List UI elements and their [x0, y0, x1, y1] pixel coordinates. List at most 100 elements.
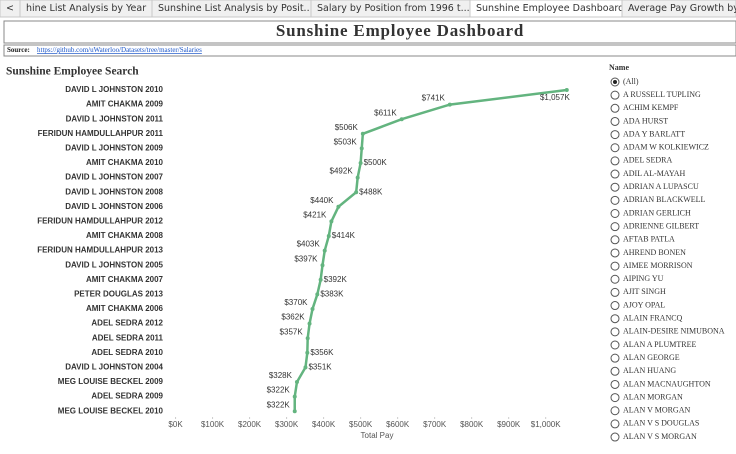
filter-option[interactable]: ADIL AL-MAYAH	[623, 169, 686, 178]
x-tick-label: $500K	[349, 420, 373, 429]
point[interactable]	[399, 117, 404, 122]
point[interactable]	[359, 146, 364, 151]
filter-option[interactable]: ADRIAN GERLICH	[623, 208, 691, 217]
point[interactable]	[355, 175, 360, 180]
row-label: DAVID L JOHNSTON 2009	[65, 144, 163, 153]
filter-option[interactable]: ACHIM KEMPF	[623, 103, 679, 112]
point[interactable]	[305, 336, 310, 341]
value-label: $351K	[308, 363, 332, 372]
filter-option[interactable]: ALAIN FRANCQ	[623, 314, 683, 323]
filter-option[interactable]: ALAN V S DOUGLAS	[623, 419, 699, 428]
filter-option[interactable]: ADRIAN A LUPASCU	[623, 182, 699, 191]
radio[interactable]	[610, 130, 620, 140]
point[interactable]	[294, 380, 299, 384]
radio[interactable]	[610, 432, 620, 442]
radio[interactable]	[610, 235, 620, 245]
radio[interactable]	[610, 327, 620, 337]
radio[interactable]	[610, 195, 620, 205]
point[interactable]	[307, 321, 312, 326]
filter-option[interactable]: ALAN GEORGE	[623, 353, 680, 362]
point[interactable]	[320, 263, 325, 268]
filter-option[interactable]: ALAN MORGAN	[623, 392, 683, 401]
radio[interactable]	[610, 209, 620, 218]
tab-label[interactable]: Sunshine Employee Dashboard	[476, 3, 624, 14]
radio[interactable]	[610, 222, 620, 232]
filter-option[interactable]: ADA Y BARLATT	[623, 129, 685, 138]
filter-option[interactable]: ALAN MACNAUGHTON	[623, 379, 711, 388]
filter-option[interactable]: A RUSSELL TUPLING	[623, 90, 701, 99]
filter-option[interactable]: AFTAB PATLA	[623, 235, 675, 244]
radio[interactable]	[610, 379, 620, 389]
radio[interactable]	[610, 406, 620, 416]
filter-option[interactable]: ADRIENNE GILBERT	[623, 221, 699, 230]
value-label: $322K	[267, 400, 291, 409]
row-label: FERIDUN HAMDULLAHPUR 2012	[37, 217, 163, 226]
row-label: FERIDUN HAMDULLAHPUR 2011	[38, 129, 164, 138]
point[interactable]	[336, 204, 341, 209]
radio[interactable]	[610, 287, 620, 297]
filter-option[interactable]: ALAN HUANG	[623, 366, 676, 375]
radio[interactable]	[610, 103, 620, 113]
point[interactable]	[310, 307, 315, 311]
filter-option[interactable]: ALAN V MORGAN	[623, 406, 690, 415]
radio[interactable]	[610, 274, 620, 284]
point[interactable]	[354, 190, 359, 195]
value-label: $488K	[359, 187, 383, 196]
filter-option[interactable]: AHREND BONEN	[623, 248, 686, 257]
tab-label[interactable]: hine List Analysis by Year	[26, 3, 146, 14]
filter-option[interactable]: ADAM W KOLKIEWICZ	[623, 143, 709, 152]
tab[interactable]	[621, 0, 736, 18]
filter-option[interactable]: ADA HURST	[623, 116, 668, 125]
filter-option[interactable]: (All)	[623, 77, 639, 86]
filter-option[interactable]: AJIT SINGH	[623, 287, 666, 296]
filter-option[interactable]: AIPING YU	[623, 274, 664, 283]
point[interactable]	[322, 248, 327, 253]
point[interactable]	[326, 234, 331, 238]
radio[interactable]	[610, 393, 620, 403]
tab-label[interactable]: Salary by Position from 1996 t...	[317, 3, 470, 14]
radio[interactable]	[610, 353, 620, 363]
point[interactable]	[329, 219, 334, 224]
filter-option[interactable]: ADEL SEDRA	[623, 156, 672, 165]
filter-option[interactable]: AIMEE MORRISON	[623, 261, 693, 270]
filter-option[interactable]: ALAIN-DESIRE NIMUBONA	[623, 327, 725, 336]
radio[interactable]	[610, 169, 620, 179]
radio[interactable]	[610, 314, 620, 324]
tab-label[interactable]: Sunshine List Analysis by Posit...	[158, 3, 313, 14]
row-label: DAVID L JOHNSTON 2007	[65, 173, 163, 182]
radio[interactable]	[610, 340, 620, 350]
point[interactable]	[360, 131, 365, 136]
point[interactable]	[292, 394, 297, 399]
filter-option[interactable]: ALAN V S MORGAN	[623, 432, 697, 441]
value-label: $611K	[374, 108, 397, 117]
tab-label[interactable]: Average Pay Growth by I	[628, 3, 736, 14]
radio[interactable]	[610, 301, 620, 311]
radio[interactable]	[610, 182, 620, 192]
point[interactable]	[305, 350, 310, 355]
point[interactable]	[318, 277, 323, 282]
point[interactable]	[303, 365, 308, 370]
filter-option[interactable]: AJOY OPAL	[623, 300, 665, 309]
radio[interactable]	[610, 366, 620, 376]
radio[interactable]	[610, 116, 620, 126]
point[interactable]	[447, 102, 452, 107]
radio[interactable]	[610, 261, 620, 271]
radio[interactable]	[610, 156, 620, 166]
point[interactable]	[292, 409, 297, 414]
radio[interactable]	[610, 248, 620, 258]
filter-option[interactable]: ADRIAN BLACKWELL	[623, 195, 706, 204]
radio[interactable]	[610, 419, 620, 429]
radio[interactable]	[610, 90, 620, 100]
filter-option[interactable]: ALAN A PLUMTREE	[623, 340, 696, 349]
point[interactable]	[564, 88, 569, 92]
point[interactable]	[358, 161, 363, 165]
x-tick-label: $200K	[238, 420, 262, 429]
tab-label[interactable]: <	[6, 3, 14, 14]
radio[interactable]	[610, 143, 620, 153]
x-axis-title: Total Pay	[361, 431, 394, 440]
point[interactable]	[315, 292, 320, 297]
value-label: $370K	[284, 298, 308, 307]
source-link[interactable]: https://github.com/uWaterloo/Datasets/tr…	[37, 46, 202, 54]
value-label: $1,057K	[540, 93, 570, 102]
